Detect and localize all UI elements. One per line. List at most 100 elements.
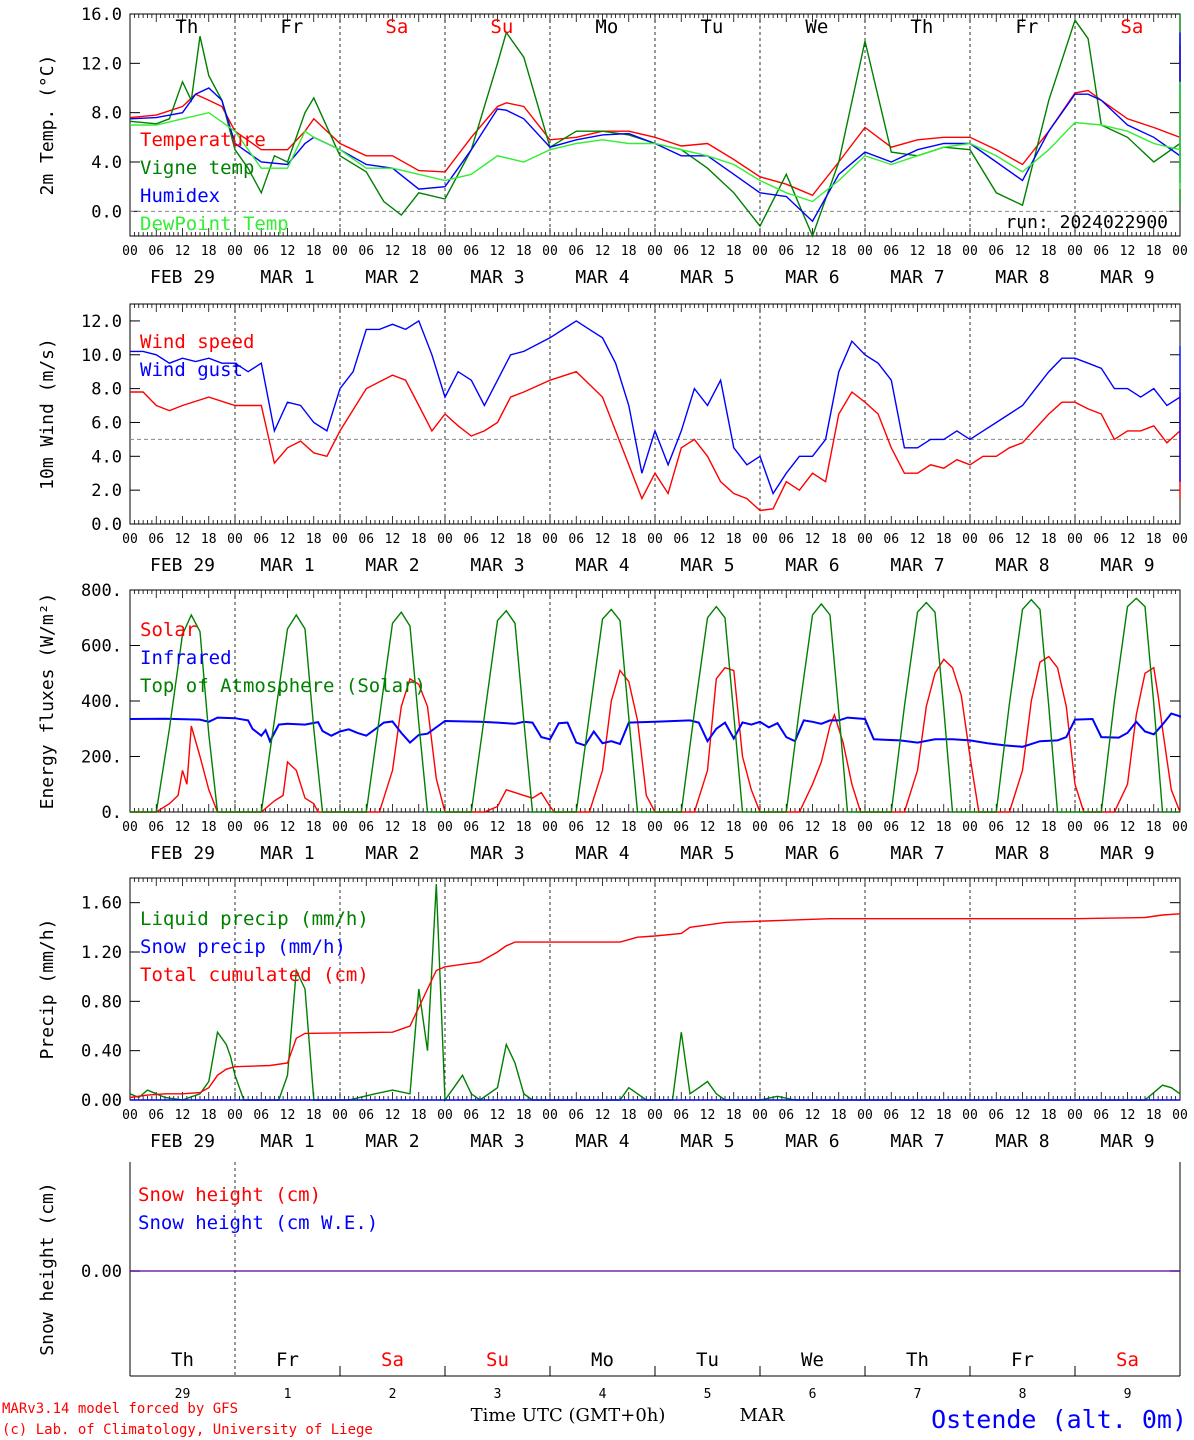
hour-tick-label: 12 [280,820,296,835]
hour-tick-label: 12 [700,820,716,835]
weekday-label: Su [490,16,513,38]
hour-tick-label: 06 [568,820,584,835]
weekday-label: Th [910,16,933,38]
hour-tick-label: 06 [883,820,899,835]
y-tick-label: 10.0 [81,346,122,366]
hour-tick-label: 12 [910,244,926,259]
y-tick-label: 800. [81,581,122,601]
hour-tick-label: 00 [1067,532,1083,547]
hour-tick-label: 12 [1015,1108,1031,1123]
hour-tick-label: 06 [883,1108,899,1123]
hour-tick-label: 00 [962,244,978,259]
hour-tick-label: 00 [542,244,558,259]
run-label: run: 2024022900 [1005,212,1168,233]
hour-tick-label: 00 [332,244,348,259]
hour-tick-label: 06 [568,532,584,547]
series-line-dewpoint-temp [130,81,1181,203]
weekday-label: We [805,16,828,38]
hour-tick-label: 12 [1015,532,1031,547]
chart-panel-3: 800. 600. 400. 200. 0. Energy fluxes (W/m²) So… [37,581,1188,864]
hour-tick-label: 06 [673,820,689,835]
hour-tick-label: 18 [621,1108,637,1123]
hour-tick-label: 00 [332,820,348,835]
y-tick-label: 600. [81,637,122,657]
weekday-label: Sa [1120,16,1143,38]
date-label: MAR 4 [575,267,629,288]
hour-tick-label: 12 [910,820,926,835]
time-axis-title: Time UTC (GMT+0h) [471,1405,666,1426]
hour-tick-label: 12 [910,532,926,547]
hour-tick-label: 00 [332,532,348,547]
weekday-label: Sa [381,1349,404,1371]
day-number: 9 [1124,1387,1132,1402]
hour-tick-label: 18 [1146,1108,1162,1123]
station-name: Ostende (alt. 0m) [931,1405,1187,1434]
y-tick-label: 8.0 [91,104,122,124]
hour-tick-label: 18 [306,532,322,547]
weekday-label: We [801,1349,824,1371]
weekday-label: Fr [280,16,303,38]
day-number: 4 [599,1387,607,1402]
hour-tick-label: 06 [988,244,1004,259]
hour-tick-label: 06 [358,244,374,259]
hour-tick-label: 12 [490,1108,506,1123]
hour-tick-label: 06 [568,1108,584,1123]
legend-entry: Liquid precip (mm/h) [140,908,369,930]
y-axis-label: Snow height (cm) [37,1182,58,1355]
hour-tick-label: 06 [358,532,374,547]
series-line-total-cumulated-cm [129,913,1181,1099]
hour-tick-label: 00 [962,820,978,835]
hour-tick-label: 00 [1172,1108,1188,1123]
hour-tick-label: 00 [122,244,138,259]
date-label: MAR 2 [365,843,419,864]
hour-tick-label: 12 [595,820,611,835]
hour-tick-label: 18 [306,244,322,259]
day-number: 2 [389,1387,397,1402]
hour-tick-label: 00 [647,1108,663,1123]
hour-tick-label: 06 [673,1108,689,1123]
hour-tick-label: 18 [516,244,532,259]
hour-tick-label: 06 [778,820,794,835]
hour-tick-label: 18 [1041,532,1057,547]
hour-tick-label: 18 [1146,244,1162,259]
date-label: MAR 3 [470,267,524,288]
legend-entry: Humidex [140,185,220,207]
y-tick-label: 4.0 [91,153,122,173]
hour-tick-label: 12 [595,244,611,259]
hour-tick-label: 18 [516,1108,532,1123]
hour-tick-label: 00 [1172,532,1188,547]
date-label: MAR 4 [575,1131,629,1152]
date-label: FEB 29 [150,1131,215,1152]
hour-tick-label: 06 [463,1108,479,1123]
hour-tick-label: 12 [490,532,506,547]
hour-tick-label: 06 [358,1108,374,1123]
legend-entry: Infrared [140,647,232,669]
hour-tick-label: 06 [253,1108,269,1123]
date-label: MAR 1 [260,1131,314,1152]
hour-tick-label: 12 [175,532,191,547]
hour-tick-label: 18 [726,244,742,259]
date-label: MAR 4 [575,555,629,576]
hour-tick-label: 18 [936,820,952,835]
hour-tick-label: 12 [1120,244,1136,259]
hour-tick-label: 00 [647,244,663,259]
hour-tick-label: 00 [122,532,138,547]
legend-entry: Wind gust [140,359,243,381]
hour-tick-label: 18 [726,532,742,547]
date-label: MAR 3 [470,1131,524,1152]
hour-tick-label: 12 [910,1108,926,1123]
hour-tick-label: 06 [883,532,899,547]
model-credit: MARv3.14 model forced by GFS [2,1401,238,1417]
hour-tick-label: 06 [463,532,479,547]
hour-tick-label: 00 [332,1108,348,1123]
hour-tick-label: 12 [385,1108,401,1123]
date-label: MAR 9 [1100,1131,1154,1152]
hour-tick-label: 12 [175,1108,191,1123]
date-label: MAR 2 [365,267,419,288]
date-label: MAR 1 [260,267,314,288]
legend-entry: Snow height (cm W.E.) [138,1212,378,1234]
y-axis-label: 10m Wind (m/s) [37,338,58,490]
legend-entry: Snow precip (mm/h) [140,936,346,958]
date-label: MAR 7 [890,843,944,864]
legend-entry: Snow height (cm) [138,1184,321,1206]
